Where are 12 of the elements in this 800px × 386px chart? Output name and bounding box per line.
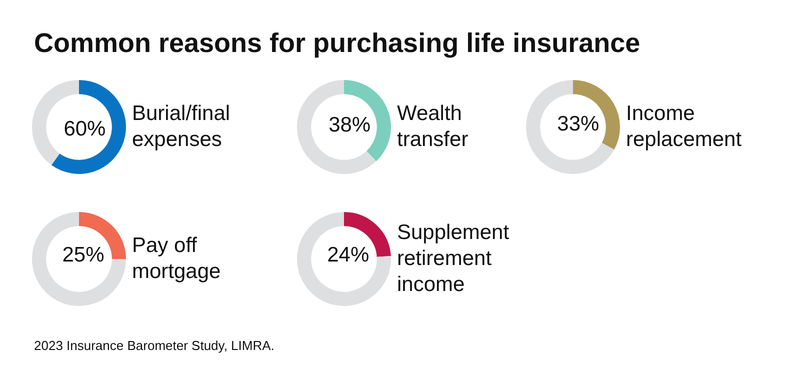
slice-label: Burial/final expenses (132, 101, 232, 153)
slice-label: Supplement retirement income (397, 220, 510, 298)
slice-label: Wealth transfer (397, 101, 470, 153)
text: 2023 Insurance Barometer Study, LIMRA. (34, 338, 274, 353)
text: Common reasons for purchasing life insurance (34, 28, 640, 59)
data-label: 60% (64, 118, 106, 141)
data-label: 33% (557, 112, 600, 136)
data-label: 24% (327, 243, 370, 266)
slice-label: Income replacement (626, 101, 743, 153)
data-label: 25% (62, 244, 104, 267)
slice-label: Pay off mortgage (132, 233, 222, 285)
data-label: 38% (328, 114, 371, 137)
